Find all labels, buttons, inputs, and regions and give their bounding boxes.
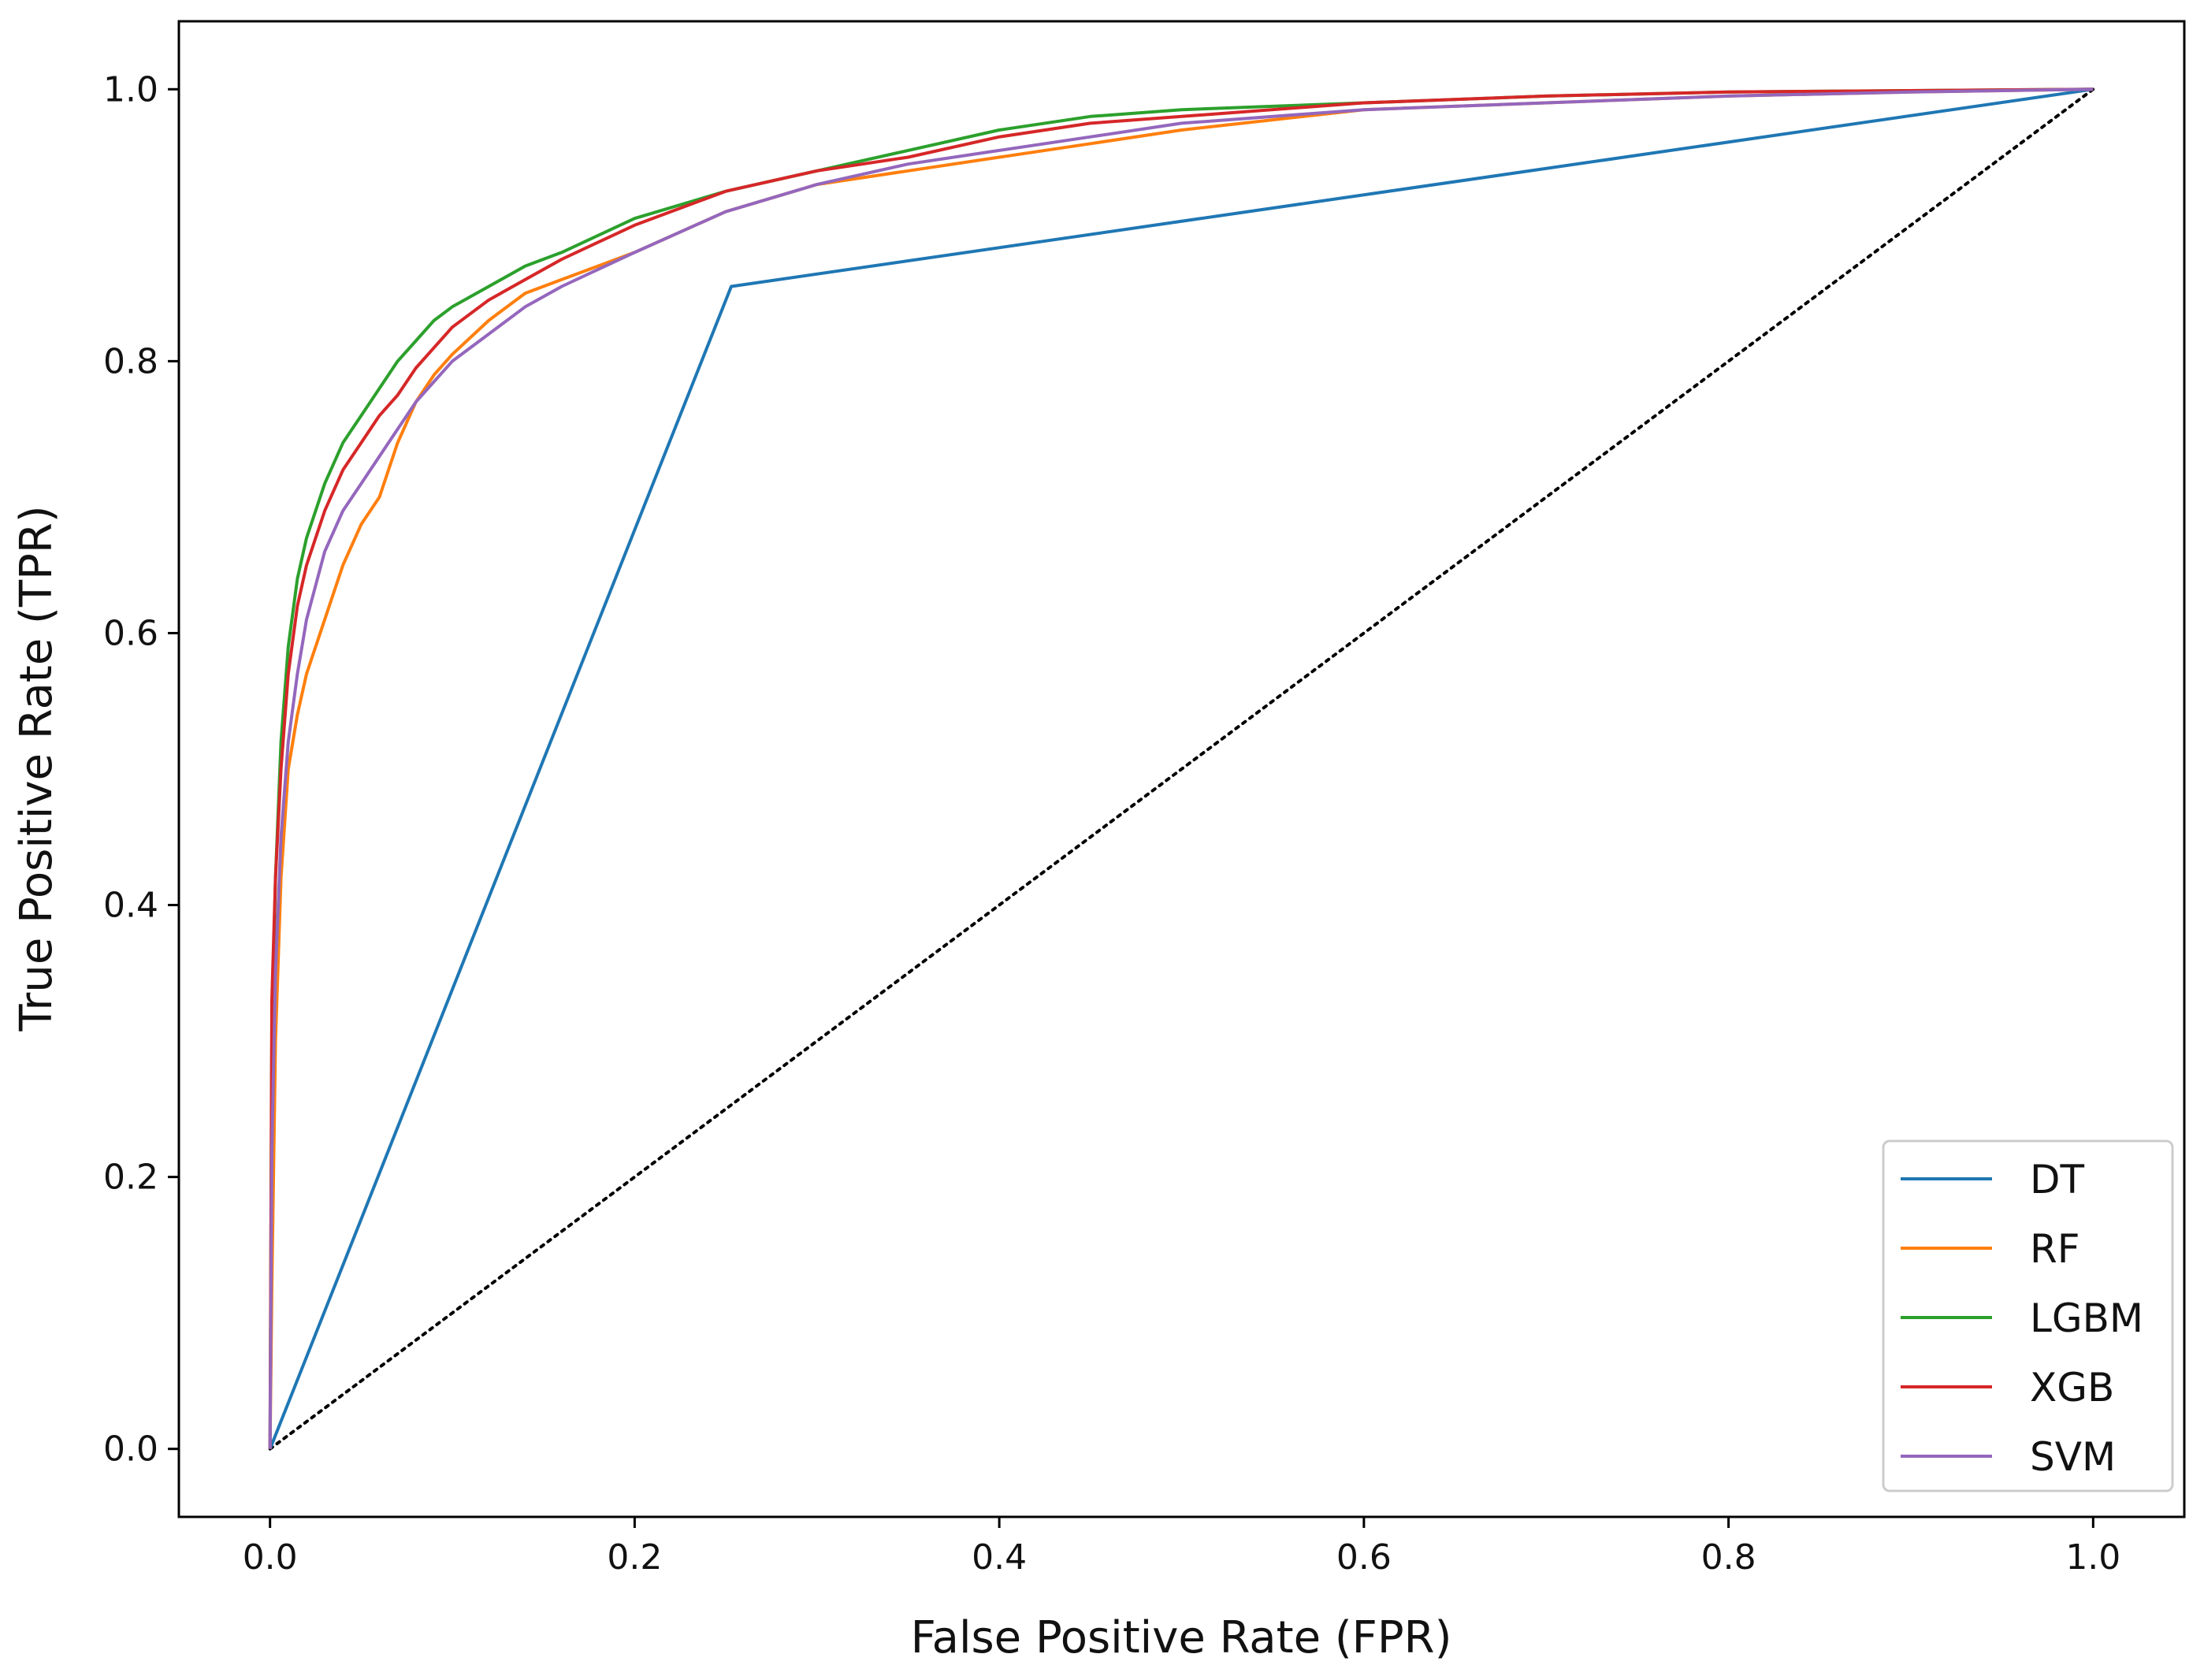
y-tick-label: 1.0 xyxy=(103,69,158,110)
x-tick-label: 0.8 xyxy=(1701,1537,1756,1578)
legend-label-xgb: XGB xyxy=(2030,1365,2114,1411)
series-line-svm xyxy=(268,87,2094,1449)
x-tick-label: 0.6 xyxy=(1336,1537,1392,1578)
x-axis-ticks: 0.0 0.2 0.4 0.6 0.8 1.0 xyxy=(243,1517,2120,1578)
legend: DT RF LGBM XGB SVM xyxy=(1882,1139,2174,1492)
y-tick-label: 0.2 xyxy=(103,1158,158,1198)
y-tick-label: 0.0 xyxy=(103,1429,158,1470)
x-tick-label: 1.0 xyxy=(2065,1537,2120,1578)
y-tick-label: 0.4 xyxy=(103,886,158,926)
legend-label-svm: SVM xyxy=(2030,1434,2116,1480)
x-tick-label: 0.2 xyxy=(607,1537,662,1578)
series-line-dt xyxy=(268,87,2094,1450)
x-tick-label: 0.0 xyxy=(243,1537,298,1578)
x-axis-label: False Positive Rate (FPR) xyxy=(911,1612,1452,1663)
y-axis-label: True Positive Rate (TPR) xyxy=(11,505,62,1031)
legend-label-lgbm: LGBM xyxy=(2030,1295,2143,1341)
series-line-lgbm xyxy=(268,87,2094,1449)
y-tick-label: 0.6 xyxy=(103,613,158,653)
legend-label-rf: RF xyxy=(2030,1226,2080,1272)
legend-box xyxy=(1882,1139,2174,1492)
y-tick-label: 0.8 xyxy=(103,341,158,381)
plot-area xyxy=(268,87,2095,1451)
reference-diagonal-line xyxy=(268,87,2095,1451)
x-tick-label: 0.4 xyxy=(972,1537,1027,1578)
series-line-xgb xyxy=(268,87,2094,1449)
series-line-rf xyxy=(268,87,2094,1449)
legend-label-dt: DT xyxy=(2030,1157,2085,1202)
y-axis-ticks: 0.0 0.2 0.4 0.6 0.8 1.0 xyxy=(103,69,179,1470)
plot-frame xyxy=(177,20,2186,1518)
